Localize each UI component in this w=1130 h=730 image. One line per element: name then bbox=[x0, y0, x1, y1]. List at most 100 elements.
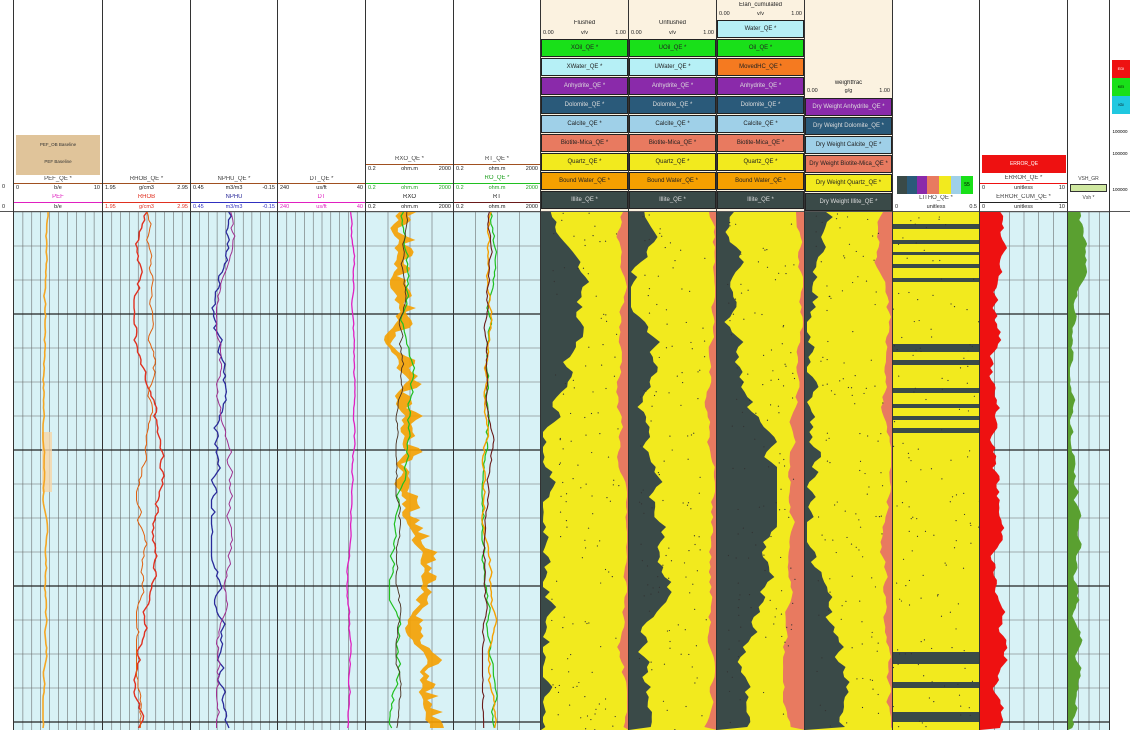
unflushed-plot[interactable] bbox=[629, 212, 716, 730]
dt-track[interactable]: DT_QE * 240 us/ft 40 DT 240 us/ft 40 bbox=[278, 0, 366, 730]
weightfrac-track[interactable]: weightfrac 0.00 g/g 1.00 Dry Weight Anhy… bbox=[805, 0, 893, 730]
error-hi-2: 10 bbox=[1058, 204, 1065, 210]
unflushed-legend-item[interactable]: Calcite_QE * bbox=[629, 115, 716, 133]
weightfrac-plot[interactable] bbox=[805, 212, 892, 730]
edge-green-box: KEI bbox=[1112, 78, 1130, 96]
elan-legend-item[interactable]: Illite_QE * bbox=[717, 191, 804, 209]
dt-plot[interactable] bbox=[278, 212, 365, 730]
weightfrac-legend-item[interactable]: Dry Weight Illite_QE * bbox=[805, 193, 892, 211]
litho-svg bbox=[893, 216, 979, 728]
nphi-plot[interactable] bbox=[191, 212, 277, 730]
unflushed-hi: 1.00 bbox=[703, 30, 714, 36]
flushed-track[interactable]: Flushed 0.00 v/v 1.00 XOil_QE * XWater_QE… bbox=[541, 0, 629, 730]
unflushed-legend-item[interactable]: Quartz_QE * bbox=[629, 153, 716, 171]
rhob-track[interactable]: RHOB_QE * 1.95 g/cm3 2.95 RHOB 1.95 g/cm… bbox=[103, 0, 191, 730]
flushed-legend-item[interactable]: Illite_QE * bbox=[541, 191, 628, 209]
rhob-plot[interactable] bbox=[103, 212, 190, 730]
rxo-qe-label: RXO_QE * bbox=[394, 156, 424, 162]
elan-legend-item[interactable]: Calcite_QE * bbox=[717, 115, 804, 133]
flushed-legend-item[interactable]: Dolomite_QE * bbox=[541, 96, 628, 114]
elan-header[interactable]: Elan_cumulated 0.00 v/v 1.00 Water_QE * O… bbox=[717, 0, 804, 212]
weightfrac-svg bbox=[805, 212, 892, 730]
flushed-svg bbox=[541, 212, 628, 730]
rxo-header[interactable]: RXO_QE * 0.2 ohm.m 2000 0.2 ohm.m 2000 R… bbox=[366, 0, 453, 212]
flushed-legend-item[interactable]: XWater_QE * bbox=[541, 58, 628, 76]
rxo-hi-g: 2000 bbox=[438, 185, 451, 191]
rxo-plot[interactable] bbox=[366, 212, 453, 730]
elan-svg bbox=[717, 212, 804, 730]
flushed-legend-item[interactable]: XOil_QE * bbox=[541, 39, 628, 57]
elan-legend-item[interactable]: Dolomite_QE * bbox=[717, 96, 804, 114]
unflushed-legend-item[interactable]: Illite_QE * bbox=[629, 191, 716, 209]
error-box[interactable]: ERROR_QE bbox=[982, 155, 1066, 173]
elan-legend-item[interactable]: Water_QE * bbox=[717, 20, 804, 38]
flushed-legend-item[interactable]: Quartz_QE * bbox=[541, 153, 628, 171]
pef-plot[interactable] bbox=[14, 212, 102, 730]
nphi-hi-2: -0.15 bbox=[262, 204, 275, 210]
elan-legend-item[interactable]: Anhydrite_QE * bbox=[717, 77, 804, 95]
error-header[interactable]: ERROR_QE ERROR_QE * 0 unitless 10 ERROR_… bbox=[980, 0, 1067, 212]
dt-lo: 240 bbox=[280, 185, 290, 191]
depth-scale-lo: 0 bbox=[2, 184, 6, 190]
flushed-title: Flushed bbox=[573, 20, 596, 26]
error-plot[interactable] bbox=[980, 212, 1067, 730]
weightfrac-legend-item[interactable]: Dry Weight Dolomite_QE * bbox=[805, 117, 892, 135]
error-hi: 10 bbox=[1058, 185, 1065, 191]
error-track[interactable]: ERROR_QE ERROR_QE * 0 unitless 10 ERROR_… bbox=[980, 0, 1068, 730]
elan-plot[interactable] bbox=[717, 212, 804, 730]
weightfrac-legend-item[interactable]: Dry Weight Biotite-Mica_QE * bbox=[805, 155, 892, 173]
unflushed-header[interactable]: Unflushed 0.00 v/v 1.00 UOil_QE * UWater_… bbox=[629, 0, 716, 212]
unflushed-legend-item[interactable]: UWater_QE * bbox=[629, 58, 716, 76]
pef-baseline-box[interactable]: PEF_OB Baseline PEF Baseline bbox=[16, 135, 100, 175]
rt-lo-2: 0.2 bbox=[456, 204, 464, 210]
litho-plot[interactable] bbox=[893, 212, 979, 730]
nphi-track[interactable]: NPHU_QE * 0.45 m3/m3 -0.15 NPHU 0.45 m3/… bbox=[191, 0, 278, 730]
elan-legend-item[interactable]: Oil_QE * bbox=[717, 39, 804, 57]
rt-track[interactable]: RT_QE * 0.2 ohm.m 2000 RO_QE * 0.2 ohm.m… bbox=[454, 0, 541, 730]
rt-plot[interactable] bbox=[454, 212, 540, 730]
unflushed-legend-item[interactable]: Bound Water_QE * bbox=[629, 172, 716, 190]
weightfrac-legend-item[interactable]: Dry Weight Anhydrite_QE * bbox=[805, 98, 892, 116]
pef-header[interactable]: PEF_OB Baseline PEF Baseline PEF_QE * 0 … bbox=[14, 0, 102, 212]
edge-track[interactable]: EDI KEI IGI 100000 100000 100000 bbox=[1110, 0, 1130, 730]
unflushed-lo: 0.00 bbox=[631, 30, 642, 36]
flushed-plot[interactable] bbox=[541, 212, 628, 730]
pef-hi: 10 bbox=[93, 185, 100, 191]
unflushed-track[interactable]: Unflushed 0.00 v/v 1.00 UOil_QE * UWater_… bbox=[629, 0, 717, 730]
elan-track[interactable]: Elan_cumulated 0.00 v/v 1.00 Water_QE * O… bbox=[717, 0, 805, 730]
rt-header[interactable]: RT_QE * 0.2 ohm.m 2000 RO_QE * 0.2 ohm.m… bbox=[454, 0, 540, 212]
rhob-header[interactable]: RHOB_QE * 1.95 g/cm3 2.95 RHOB 1.95 g/cm… bbox=[103, 0, 190, 212]
flushed-header[interactable]: Flushed 0.00 v/v 1.00 XOil_QE * XWater_QE… bbox=[541, 0, 628, 212]
flushed-legend-item[interactable]: Calcite_QE * bbox=[541, 115, 628, 133]
error-svg bbox=[980, 212, 1067, 730]
nphi-header[interactable]: NPHU_QE * 0.45 m3/m3 -0.15 NPHU 0.45 m3/… bbox=[191, 0, 277, 212]
pef-track[interactable]: PEF_OB Baseline PEF Baseline PEF_QE * 0 … bbox=[14, 0, 103, 730]
flushed-legend-item[interactable]: Bound Water_QE * bbox=[541, 172, 628, 190]
rxo-track[interactable]: RXO_QE * 0.2 ohm.m 2000 0.2 ohm.m 2000 R… bbox=[366, 0, 454, 730]
elan-legend-item[interactable]: MovedHC_QE * bbox=[717, 58, 804, 76]
unflushed-legend-item[interactable]: Anhydrite_QE * bbox=[629, 77, 716, 95]
litho-header[interactable]: 55 LITHO_QE * 0 unitless 0.5 bbox=[893, 0, 979, 212]
elan-legend-item[interactable]: Bound Water_QE * bbox=[717, 172, 804, 190]
weightfrac-legend-item[interactable]: Dry Weight Calcite_QE * bbox=[805, 136, 892, 154]
rxo-lo-2: 0.2 bbox=[368, 204, 376, 210]
vsh-header[interactable]: VSH_GR Vsh * bbox=[1068, 0, 1109, 212]
flushed-legend-item[interactable]: Anhydrite_QE * bbox=[541, 77, 628, 95]
depth-scale-lo-2: 0 bbox=[2, 204, 6, 210]
unflushed-legend-item[interactable]: Dolomite_QE * bbox=[629, 96, 716, 114]
rxo-label: RXO bbox=[402, 194, 416, 200]
vsh-plot[interactable] bbox=[1068, 212, 1109, 730]
dt-lo-2: 240 bbox=[280, 204, 290, 210]
weightfrac-legend-item[interactable]: Dry Weight Quartz_QE * bbox=[805, 174, 892, 192]
dt-header[interactable]: DT_QE * 240 us/ft 40 DT 240 us/ft 40 bbox=[278, 0, 365, 212]
elan-legend-item[interactable]: Biotite-Mica_QE * bbox=[717, 134, 804, 152]
flushed-legend-item[interactable]: Biotite-Mica_QE * bbox=[541, 134, 628, 152]
vsh-track[interactable]: VSH_GR Vsh * bbox=[1068, 0, 1110, 730]
elan-legend-item[interactable]: Quartz_QE * bbox=[717, 153, 804, 171]
edge-header[interactable]: EDI KEI IGI 100000 100000 100000 bbox=[1110, 0, 1130, 212]
litho-track[interactable]: 55 LITHO_QE * 0 unitless 0.5 bbox=[893, 0, 980, 730]
rhob-lo: 1.95 bbox=[105, 185, 116, 191]
unflushed-legend-item[interactable]: Biotite-Mica_QE * bbox=[629, 134, 716, 152]
weightfrac-header[interactable]: weightfrac 0.00 g/g 1.00 Dry Weight Anhy… bbox=[805, 0, 892, 212]
unflushed-legend-item[interactable]: UOil_QE * bbox=[629, 39, 716, 57]
